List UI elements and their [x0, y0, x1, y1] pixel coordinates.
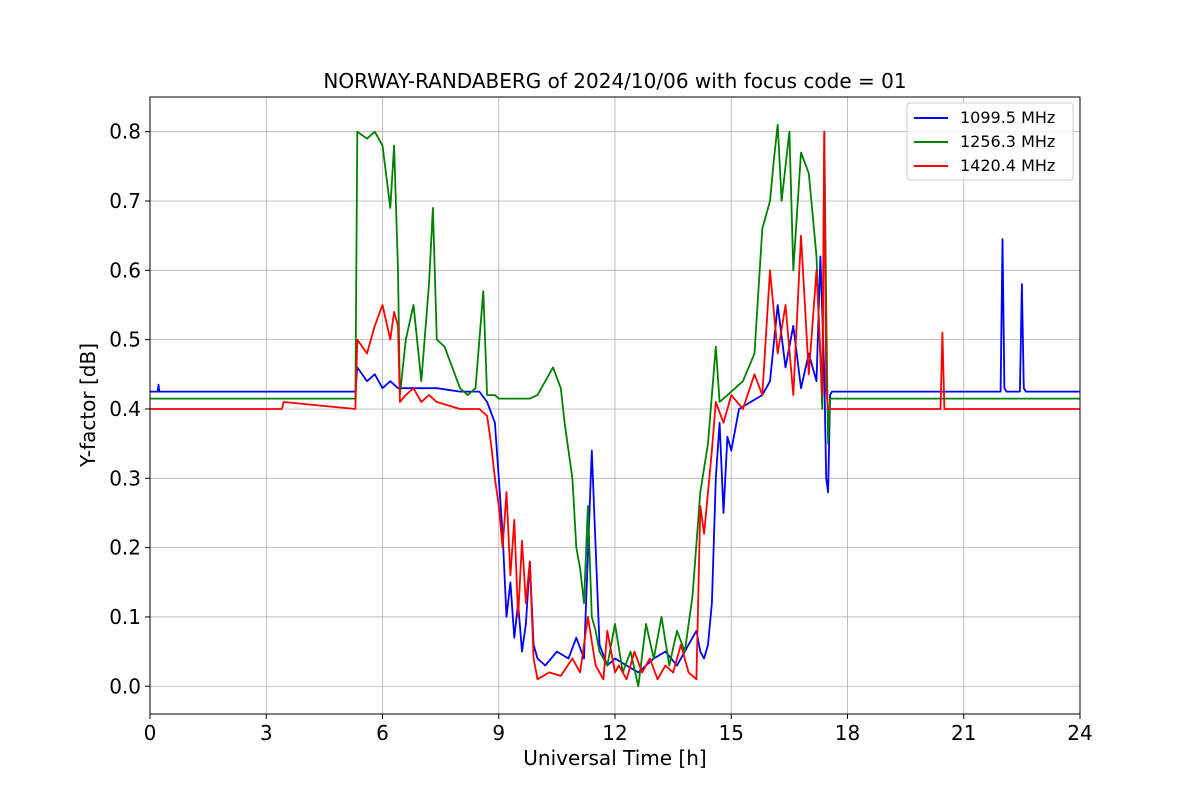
legend: 1099.5 MHz 1256.3 MHz 1420.4 MHz [906, 102, 1074, 181]
y-tick-label: 0.0 [109, 674, 141, 698]
chart-title: NORWAY-RANDABERG of 2024/10/06 with focu… [323, 69, 906, 93]
x-tick-label: 18 [835, 721, 860, 745]
y-tick-label: 0.2 [109, 536, 141, 560]
x-tick-label: 24 [1067, 721, 1092, 745]
legend-entries: 1099.5 MHz 1256.3 MHz 1420.4 MHz [914, 108, 1055, 175]
y-tick-label: 0.3 [109, 466, 141, 490]
y-axis-ticks: 0.0 0.1 0.2 0.3 0.4 0.5 0.6 0.7 0.8 [109, 120, 150, 698]
legend-label-2: 1256.3 MHz [960, 132, 1055, 151]
series-line-3 [150, 130, 1080, 681]
x-tick-label: 0 [144, 721, 157, 745]
series-line-1 [150, 238, 1080, 674]
legend-label-1: 1099.5 MHz [960, 108, 1055, 127]
x-tick-label: 3 [260, 721, 273, 745]
legend-box [906, 102, 1074, 181]
x-axis-ticks: 0 3 6 9 12 15 18 21 24 [144, 714, 1093, 745]
series-lines [150, 123, 1080, 688]
x-tick-label: 9 [492, 721, 505, 745]
x-axis-label: Universal Time [h] [523, 746, 706, 770]
x-tick-label: 12 [602, 721, 627, 745]
series-line-2 [150, 123, 1080, 688]
y-axis-label: Y-factor [dB] [76, 343, 100, 468]
legend-label-3: 1420.4 MHz [960, 156, 1055, 175]
x-tick-label: 15 [719, 721, 744, 745]
y-tick-label: 0.7 [109, 189, 141, 213]
x-tick-label: 21 [951, 721, 976, 745]
y-tick-label: 0.6 [109, 258, 141, 282]
y-tick-label: 0.5 [109, 328, 141, 352]
y-tick-label: 0.8 [109, 120, 141, 144]
y-tick-label: 0.4 [109, 397, 141, 421]
y-tick-label: 0.1 [109, 605, 141, 629]
x-tick-label: 6 [376, 721, 389, 745]
